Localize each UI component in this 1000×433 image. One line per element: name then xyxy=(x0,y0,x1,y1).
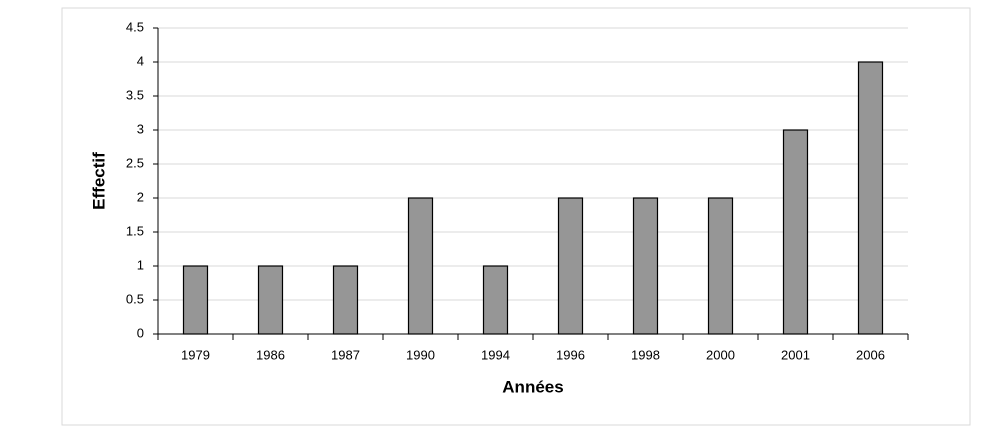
x-tick-label: 1990 xyxy=(406,347,435,362)
chart-border xyxy=(61,7,971,426)
bar xyxy=(482,265,509,335)
y-tick-label: 4.5 xyxy=(126,19,144,34)
x-tick-label: 1987 xyxy=(331,347,360,362)
y-tick-label: 2 xyxy=(137,189,144,204)
bar xyxy=(632,197,659,335)
x-tick-label: 1994 xyxy=(481,347,510,362)
bar xyxy=(707,197,734,335)
x-tick-label: 1979 xyxy=(181,347,210,362)
x-tick-label: 2006 xyxy=(856,347,885,362)
y-tick-label: 1 xyxy=(137,257,144,272)
bar xyxy=(557,197,584,335)
bar xyxy=(332,265,359,335)
bar xyxy=(407,197,434,335)
y-tick-label: 0 xyxy=(137,325,144,340)
x-tick-label: 1986 xyxy=(256,347,285,362)
bar xyxy=(782,129,809,335)
y-tick-label: 4 xyxy=(137,53,144,68)
y-axis-title: Effectif xyxy=(89,152,108,210)
x-tick-label: 2001 xyxy=(781,347,810,362)
bar xyxy=(257,265,284,335)
x-tick-label: 2000 xyxy=(706,347,735,362)
y-tick-label: 3 xyxy=(137,121,144,136)
y-tick-label: 0.5 xyxy=(126,291,144,306)
y-tick-label: 1.5 xyxy=(126,223,144,238)
bar xyxy=(182,265,209,335)
x-tick-label: 1998 xyxy=(631,347,660,362)
x-tick-label: 1996 xyxy=(556,347,585,362)
x-axis-title: Années xyxy=(502,377,563,396)
y-tick-label: 2.5 xyxy=(126,155,144,170)
bar xyxy=(857,61,884,335)
y-tick-label: 3.5 xyxy=(126,87,144,102)
